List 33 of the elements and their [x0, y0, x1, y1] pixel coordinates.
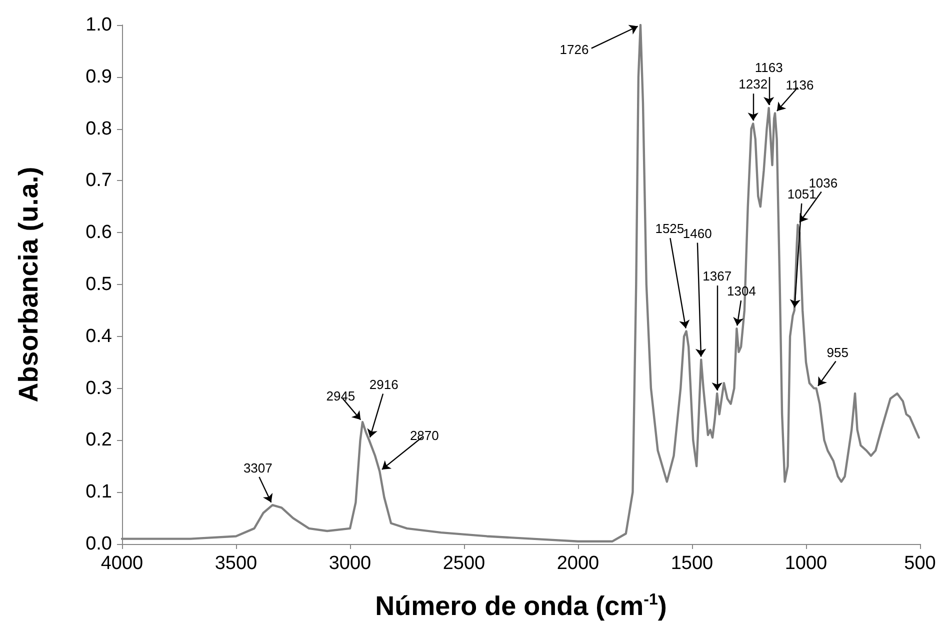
- y-tick-label: 0.3: [86, 378, 112, 399]
- annotation: 2870: [410, 428, 439, 443]
- y-tick-label: 0.0: [86, 534, 112, 554]
- x-tick-label: 4000: [100, 553, 144, 574]
- y-tick-label: 0.8: [86, 118, 112, 140]
- y-tick-label: 1.0: [86, 14, 112, 36]
- annotation: 2916: [369, 376, 398, 392]
- annotation: 1163: [754, 60, 783, 76]
- annotation: 1367: [702, 268, 732, 284]
- annotation: 1232: [738, 76, 768, 92]
- y-tick-label: 0.7: [86, 170, 112, 192]
- y-tick-label: 0.1: [86, 482, 112, 503]
- annotation: 1460: [682, 226, 712, 241]
- y-tick-label: 0.6: [86, 222, 112, 244]
- annotation: 3307: [243, 460, 272, 476]
- x-tick-label: 1000: [784, 553, 828, 574]
- x-tick-label: 500: [904, 553, 936, 574]
- y-tick-label: 0.4: [86, 326, 112, 347]
- annotation: 1136: [786, 78, 814, 93]
- y-tick-label: 0.5: [86, 274, 112, 295]
- x-tick-label: 3000: [328, 553, 372, 574]
- x-tick-label: 2500: [442, 553, 486, 574]
- annotation: 1726: [560, 42, 589, 58]
- annotation: 1525: [655, 221, 684, 236]
- annotation: 2945: [326, 388, 356, 404]
- annotation: 955: [826, 344, 848, 360]
- y-axis-title: Absorbancia (u.a.): [14, 166, 44, 402]
- y-tick-label: 0.2: [86, 430, 112, 451]
- x-tick-label: 3500: [214, 553, 258, 574]
- x-tick-label: 1500: [670, 553, 714, 574]
- y-tick-label: 0.9: [86, 66, 112, 88]
- x-tick-label: 2000: [556, 553, 600, 574]
- annotation: 1304: [727, 284, 756, 299]
